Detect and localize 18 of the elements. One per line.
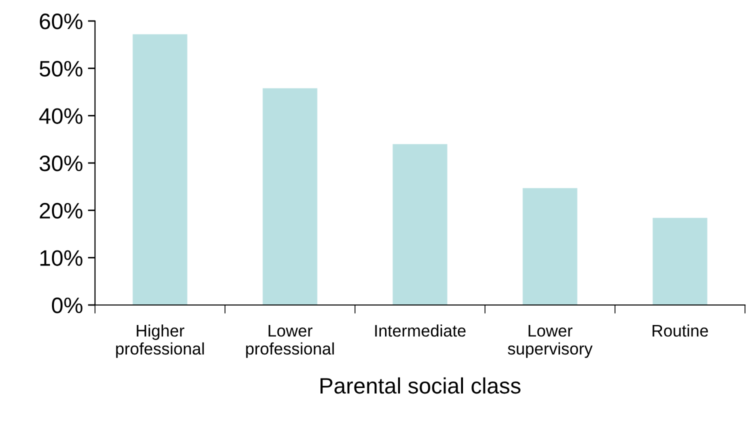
y-tick-label: 0% xyxy=(52,298,82,314)
bar xyxy=(522,188,578,305)
x-tick-label: Higher professional xyxy=(116,324,204,358)
bar xyxy=(132,34,188,305)
y-tick-label: 60% xyxy=(40,14,82,30)
bar xyxy=(652,218,708,305)
x-tick-label: Routine xyxy=(652,324,708,337)
y-tick-label: 30% xyxy=(40,156,82,172)
bar xyxy=(262,88,318,305)
x-axis-title: Parental social class xyxy=(320,377,520,394)
y-tick-label: 20% xyxy=(40,202,82,219)
x-tick-label: Lower supervisory xyxy=(508,325,593,358)
bar xyxy=(392,144,448,305)
x-tick-label: Intermediate xyxy=(375,324,466,337)
y-tick-label: 50% xyxy=(40,60,82,77)
y-tick-label: 40% xyxy=(39,108,82,124)
x-tick-label: Lower professional xyxy=(246,325,334,358)
y-tick-label: 10% xyxy=(40,250,82,266)
